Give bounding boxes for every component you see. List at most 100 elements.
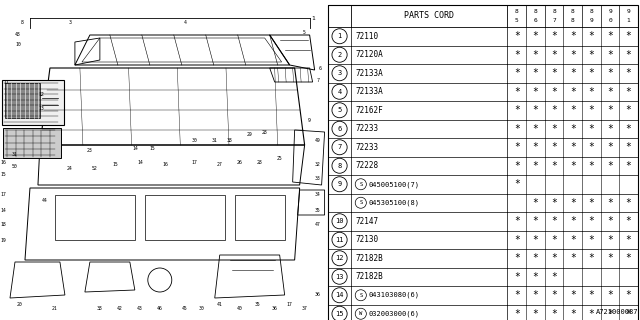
Text: *: * — [570, 31, 575, 41]
Text: 032003000(6): 032003000(6) — [369, 310, 420, 317]
Text: 15: 15 — [335, 311, 344, 317]
Text: *: * — [514, 272, 520, 282]
Text: *: * — [532, 142, 538, 152]
Text: 1: 1 — [337, 33, 342, 39]
Text: 31: 31 — [12, 153, 18, 157]
Text: *: * — [514, 50, 520, 60]
Text: 48: 48 — [15, 31, 21, 36]
Text: *: * — [551, 253, 557, 263]
Text: 7: 7 — [337, 144, 342, 150]
Text: *: * — [532, 87, 538, 97]
Text: 14: 14 — [335, 292, 344, 298]
Text: 37: 37 — [301, 306, 307, 310]
Text: 17: 17 — [0, 193, 6, 197]
Text: *: * — [551, 50, 557, 60]
Text: *: * — [607, 87, 613, 97]
Text: *: * — [588, 235, 595, 245]
Text: 16: 16 — [0, 159, 6, 164]
Text: 27: 27 — [217, 163, 223, 167]
Text: 043103080(6): 043103080(6) — [369, 292, 420, 299]
Text: *: * — [607, 142, 613, 152]
Text: 72233: 72233 — [356, 124, 379, 133]
Text: 21: 21 — [52, 306, 58, 310]
Text: *: * — [514, 253, 520, 263]
Text: 40: 40 — [237, 306, 243, 310]
Text: *: * — [570, 290, 575, 300]
Text: 0: 0 — [608, 18, 612, 23]
Text: 10: 10 — [335, 218, 344, 224]
Text: 14: 14 — [132, 146, 138, 150]
Text: 24: 24 — [67, 165, 73, 171]
Text: *: * — [588, 68, 595, 78]
Text: 19: 19 — [0, 237, 6, 243]
Bar — [235, 195, 285, 240]
Text: 23: 23 — [87, 148, 93, 153]
Text: *: * — [514, 290, 520, 300]
Text: 1: 1 — [627, 18, 630, 23]
Text: S: S — [359, 200, 362, 205]
Text: 15: 15 — [149, 146, 155, 150]
Text: *: * — [588, 161, 595, 171]
Text: *: * — [514, 105, 520, 115]
Text: 8: 8 — [534, 9, 538, 14]
Text: *: * — [551, 142, 557, 152]
Text: *: * — [626, 198, 632, 208]
Text: *: * — [532, 235, 538, 245]
Text: 17: 17 — [192, 159, 198, 164]
Text: 72110: 72110 — [356, 32, 379, 41]
Text: *: * — [588, 87, 595, 97]
Text: *: * — [551, 105, 557, 115]
Text: *: * — [626, 235, 632, 245]
Text: *: * — [570, 87, 575, 97]
Text: 15: 15 — [112, 163, 118, 167]
Text: *: * — [607, 50, 613, 60]
Text: 38: 38 — [227, 138, 232, 142]
Text: *: * — [588, 50, 595, 60]
Text: 43: 43 — [137, 306, 143, 310]
Text: *: * — [514, 68, 520, 78]
Text: *: * — [588, 198, 595, 208]
Text: *: * — [607, 124, 613, 134]
Text: 4: 4 — [337, 89, 342, 95]
Text: *: * — [588, 253, 595, 263]
Text: *: * — [588, 105, 595, 115]
Text: 72182B: 72182B — [356, 254, 383, 263]
Text: *: * — [626, 50, 632, 60]
Text: *: * — [607, 253, 613, 263]
Text: *: * — [626, 216, 632, 226]
Text: *: * — [607, 105, 613, 115]
Text: 10: 10 — [15, 42, 21, 46]
Text: 13: 13 — [335, 274, 344, 280]
Text: *: * — [551, 216, 557, 226]
Text: 30: 30 — [199, 306, 205, 310]
Text: 3: 3 — [68, 20, 71, 25]
Text: *: * — [551, 161, 557, 171]
Text: *: * — [514, 216, 520, 226]
Text: 72133A: 72133A — [356, 69, 383, 78]
Text: *: * — [570, 68, 575, 78]
Text: 9: 9 — [337, 181, 342, 187]
Text: 44: 44 — [42, 197, 48, 203]
Bar — [2, 80, 64, 125]
Text: 72120A: 72120A — [356, 50, 383, 59]
Text: S: S — [359, 182, 362, 187]
Text: *: * — [551, 290, 557, 300]
Text: *: * — [626, 68, 632, 78]
Text: 8: 8 — [20, 20, 24, 26]
Text: 14: 14 — [0, 207, 6, 212]
Text: 7: 7 — [316, 77, 319, 83]
Text: 8: 8 — [337, 163, 342, 169]
Text: 12: 12 — [38, 92, 44, 98]
Text: 72162F: 72162F — [356, 106, 383, 115]
Text: 9: 9 — [608, 9, 612, 14]
Text: *: * — [532, 68, 538, 78]
Text: *: * — [607, 290, 613, 300]
Text: *: * — [607, 68, 613, 78]
Text: *: * — [607, 198, 613, 208]
Text: 5: 5 — [337, 107, 342, 113]
Text: 12: 12 — [335, 255, 344, 261]
Text: 36: 36 — [315, 292, 321, 298]
Text: *: * — [607, 309, 613, 319]
Bar — [5, 83, 40, 118]
Text: *: * — [570, 124, 575, 134]
